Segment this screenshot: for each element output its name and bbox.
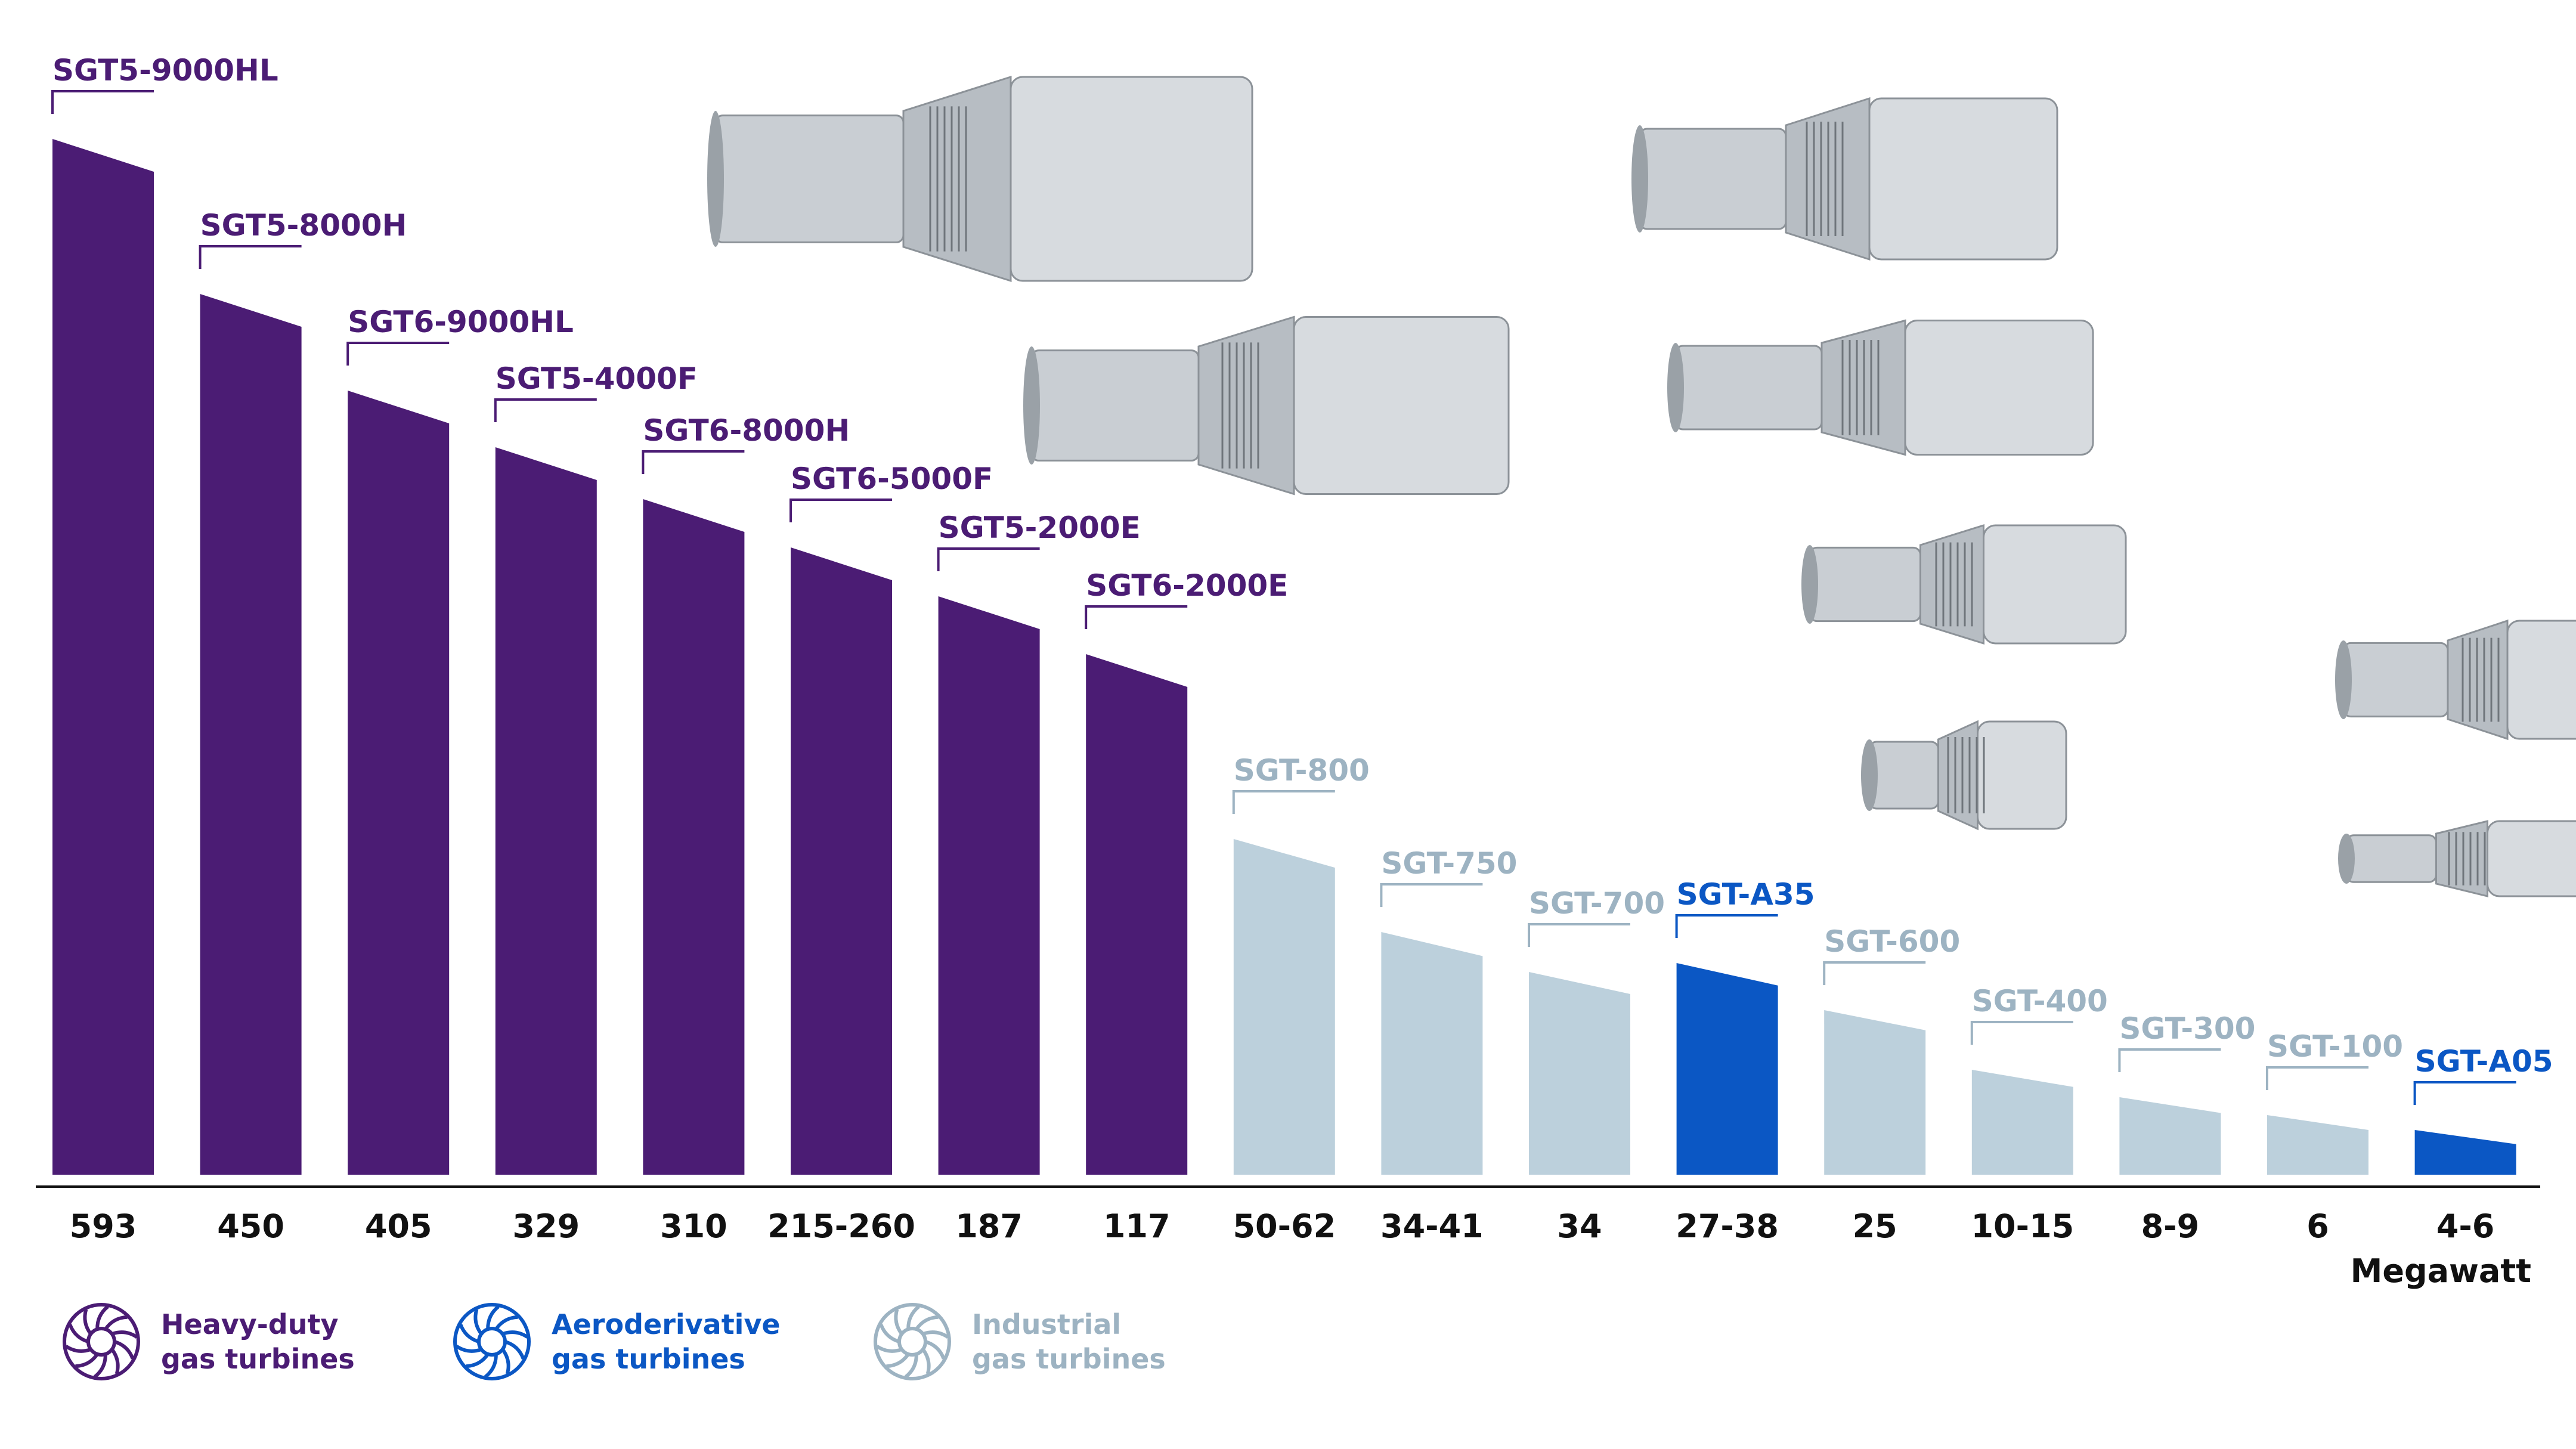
gas-turbine-illustration (707, 75, 1253, 283)
gas-turbine-illustration (1023, 315, 1510, 496)
gas-turbine-illustration (1631, 97, 2058, 261)
value-label: 450 (217, 1208, 284, 1245)
bar-sgt5-9000hl (52, 139, 154, 1175)
bar-sgt5-2000e (938, 596, 1040, 1175)
value-label: 593 (70, 1208, 137, 1245)
gas-turbine-illustration (1667, 319, 2094, 456)
bar-sgt-750 (1381, 932, 1483, 1175)
label-bracket (1232, 790, 1335, 814)
label-bracket (937, 547, 1040, 571)
value-label: 34 (1557, 1208, 1602, 1245)
model-name-label: SGT-700 (1529, 886, 1665, 921)
bar-sgt-300 (2119, 1097, 2221, 1175)
label-bracket (1823, 961, 1926, 985)
turbine-wheel-icon (63, 1303, 140, 1380)
model-name-label: SGT6-9000HL (348, 305, 574, 339)
value-label: 117 (1103, 1208, 1171, 1245)
value-label: 4-6 (2436, 1208, 2495, 1245)
bar-sgt6-2000e (1086, 654, 1188, 1175)
model-name-label: SGT-300 (2119, 1011, 2255, 1046)
gas-turbine-illustration (2335, 619, 2576, 741)
bar-sgt-a05 (2414, 1130, 2516, 1175)
legend-label: Industrial gas turbines (972, 1308, 1166, 1375)
label-bracket (494, 398, 597, 422)
value-label: 8-9 (2141, 1208, 2200, 1245)
value-label: 34-41 (1380, 1208, 1484, 1245)
value-label: 6 (2306, 1208, 2329, 1245)
model-name-label: SGT5-2000E (939, 510, 1141, 545)
legend-item-aeroderivative: Aeroderivative gas turbines (450, 1300, 781, 1383)
model-name-label: SGT-100 (2267, 1029, 2403, 1064)
turbine-wheel-icon (874, 1303, 951, 1380)
bar-sgt5-4000f (495, 447, 597, 1175)
value-label: 215-260 (767, 1208, 915, 1245)
value-label: 50-62 (1233, 1208, 1336, 1245)
value-label: 25 (1853, 1208, 1897, 1245)
gas-turbine-illustration (2338, 820, 2576, 897)
model-name-label: SGT5-4000F (496, 361, 698, 396)
label-bracket (2118, 1048, 2221, 1072)
legend-label: Aeroderivative gas turbines (552, 1308, 781, 1375)
model-name-label: SGT6-8000H (643, 413, 850, 448)
legend-label: Heavy-duty gas turbines (161, 1308, 355, 1375)
value-label: 10-15 (1971, 1208, 2074, 1245)
legend-item-heavy-duty: Heavy-duty gas turbines (60, 1300, 355, 1383)
label-bracket (51, 90, 154, 114)
value-label: 310 (660, 1208, 727, 1245)
label-bracket (1380, 883, 1483, 907)
gas-turbine-illustration (1801, 524, 2127, 645)
model-name-label: SGT-800 (1234, 753, 1370, 788)
bar-sgt6-9000hl (348, 391, 450, 1175)
bar-sgt5-8000h (200, 294, 302, 1175)
value-label: 329 (512, 1208, 580, 1245)
bar-sgt-a35 (1676, 963, 1778, 1175)
gas-turbine-illustration (1861, 720, 2067, 831)
unit-label: Megawatt (2351, 1252, 2531, 1290)
label-bracket (1675, 914, 1778, 938)
model-name-label: SGT-400 (1972, 984, 2108, 1018)
value-label: 27-38 (1676, 1208, 1779, 1245)
label-bracket (1085, 605, 1188, 629)
model-name-label: SGT5-8000H (200, 208, 407, 243)
label-bracket (1528, 923, 1630, 947)
model-name-label: SGT6-2000E (1086, 568, 1288, 603)
label-bracket (346, 342, 450, 366)
turbine-illustrations (707, 75, 2576, 897)
label-bracket (199, 245, 302, 269)
bar-sgt-800 (1233, 839, 1335, 1175)
model-name-label: SGT-750 (1381, 846, 1517, 881)
bar-sgt6-8000h (643, 499, 745, 1175)
label-bracket (642, 450, 745, 474)
label-bracket (2266, 1066, 2368, 1090)
model-name-label: SGT5-9000HL (52, 53, 278, 88)
label-bracket (789, 499, 892, 522)
value-label: 405 (365, 1208, 432, 1245)
label-bracket (2413, 1081, 2516, 1105)
value-label: 187 (955, 1208, 1023, 1245)
bar-sgt6-5000f (791, 547, 892, 1175)
bar-sgt-700 (1529, 972, 1630, 1175)
bar-sgt-100 (2267, 1115, 2368, 1175)
turbine-wheel-icon (453, 1303, 531, 1380)
bar-series: SGT5-9000HL 593 SGT5-8000H 450 SGT6-9000HL 40… (51, 53, 2553, 1245)
bar-sgt-400 (1971, 1070, 2073, 1175)
bar-sgt-600 (1824, 1010, 1926, 1175)
legend-item-industrial: Industrial gas turbines (871, 1300, 1166, 1383)
model-name-label: SGT-A35 (1677, 877, 1815, 912)
model-name-label: SGT6-5000F (791, 462, 993, 496)
label-bracket (1970, 1021, 2073, 1045)
model-name-label: SGT-A05 (2415, 1044, 2553, 1079)
model-name-label: SGT-600 (1824, 924, 1960, 959)
